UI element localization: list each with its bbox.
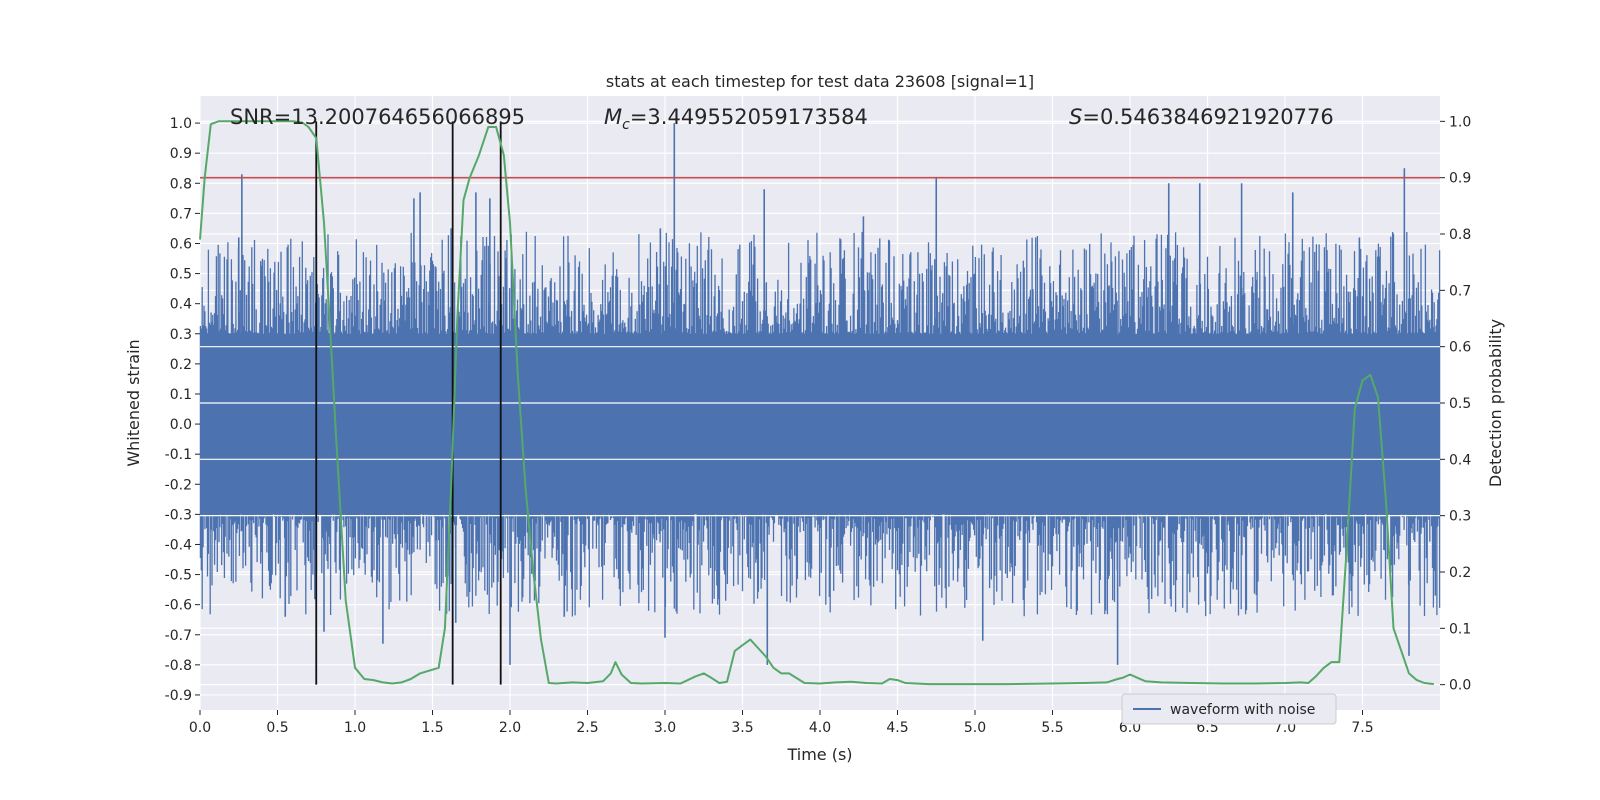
y-left-tick-label: 0.3 xyxy=(170,327,192,343)
x-tick-label: 5.5 xyxy=(1041,720,1063,736)
chirp-mass-annotation: Mc=3.449552059173584 xyxy=(604,105,868,133)
legend: waveform with noise xyxy=(1121,693,1337,725)
y-right-tick-label: 0.4 xyxy=(1449,452,1471,468)
x-tick-label: 5.0 xyxy=(964,720,986,736)
mc-symbol: M xyxy=(604,105,622,129)
y-right-tick-label: 0.8 xyxy=(1449,227,1471,243)
y-left-tick-label: 0.9 xyxy=(170,146,192,162)
x-tick-label: 4.0 xyxy=(809,720,831,736)
y-axis-right: 1.0 0.9 0.8 0.7 0.6 0.5 0.4 0.3 0.2 0.1 0.0 xyxy=(1440,114,1471,694)
y-left-tick-label: -0.5 xyxy=(165,568,192,584)
y-left-tick-label: 0.6 xyxy=(170,236,192,252)
series-detection-probability xyxy=(199,120,1434,686)
y-axis-left-label: Whitened strain xyxy=(124,339,143,466)
y-left-tick-label: -0.3 xyxy=(165,507,192,523)
x-tick-label: 2.0 xyxy=(499,720,521,736)
x-axis-label: Time (s) xyxy=(786,745,852,764)
vertical-markers xyxy=(315,121,502,685)
y-left-tick-label: 0.7 xyxy=(170,206,192,222)
probability-line xyxy=(199,120,1434,686)
y-right-tick-label: 0.3 xyxy=(1449,509,1471,525)
y-left-tick-label: 0.4 xyxy=(170,297,192,313)
y-left-tick-label: 0.1 xyxy=(170,387,192,403)
y-left-tick-label: 0.8 xyxy=(170,176,192,192)
series-waveform-with-noise xyxy=(199,123,1441,665)
s-value: =0.5463846921920776 xyxy=(1082,105,1333,129)
mc-value: =3.449552059173584 xyxy=(630,105,868,129)
y-left-tick-label: -0.4 xyxy=(165,537,192,553)
y-right-tick-label: 0.0 xyxy=(1449,678,1471,694)
legend-box xyxy=(1121,693,1337,725)
y-left-tick-label: -0.1 xyxy=(165,447,192,463)
x-tick-label: 0.5 xyxy=(266,720,288,736)
x-tick-label: 7.5 xyxy=(1351,720,1373,736)
y-left-tick-label: 0.5 xyxy=(170,267,192,283)
x-tick-label: 2.5 xyxy=(576,720,598,736)
mc-subscript: c xyxy=(622,117,630,133)
y-left-tick-label: 0.0 xyxy=(170,417,192,433)
y-left-tick-label: 0.2 xyxy=(170,357,192,373)
y-right-tick-label: 0.6 xyxy=(1449,340,1471,356)
y-left-tick-label: -0.2 xyxy=(165,477,192,493)
waveform-noise-core xyxy=(200,333,1440,515)
y-left-tick-label: -0.6 xyxy=(165,598,192,614)
x-tick-label: 3.5 xyxy=(731,720,753,736)
y-axis-right-label: Detection probability xyxy=(1486,319,1505,487)
stats-annotations: SNR=13.200764656066895 Mc=3.449552059173… xyxy=(230,105,1334,133)
x-tick-label: 1.0 xyxy=(344,720,366,736)
y-axis-left: 1.0 0.9 0.8 0.7 0.6 0.5 0.4 0.3 0.2 0.1 0.0 -0.1 -0.… xyxy=(165,116,200,704)
y-right-tick-label: 0.7 xyxy=(1449,283,1471,299)
s-annotation: S=0.5463846921920776 xyxy=(1069,105,1334,129)
x-tick-label: 3.0 xyxy=(654,720,676,736)
legend-entry: waveform with noise xyxy=(1170,702,1315,718)
y-left-tick-label: -0.8 xyxy=(165,658,192,674)
x-tick-label: 1.5 xyxy=(421,720,443,736)
s-symbol: S xyxy=(1069,105,1082,129)
y-left-tick-label: 1.0 xyxy=(170,116,192,132)
y-right-tick-label: 0.2 xyxy=(1449,565,1471,581)
y-right-tick-label: 0.9 xyxy=(1449,171,1471,187)
y-right-tick-label: 0.1 xyxy=(1449,621,1471,637)
y-left-tick-label: -0.7 xyxy=(165,628,192,644)
y-left-tick-label: -0.9 xyxy=(165,688,192,704)
snr-annotation: SNR=13.200764656066895 xyxy=(230,105,525,129)
x-tick-label: 0.0 xyxy=(189,720,211,736)
x-tick-label: 4.5 xyxy=(886,720,908,736)
y-right-tick-label: 0.5 xyxy=(1449,396,1471,412)
y-right-tick-label: 1.0 xyxy=(1449,114,1471,130)
chart-title: stats at each timestep for test data 236… xyxy=(606,72,1034,91)
